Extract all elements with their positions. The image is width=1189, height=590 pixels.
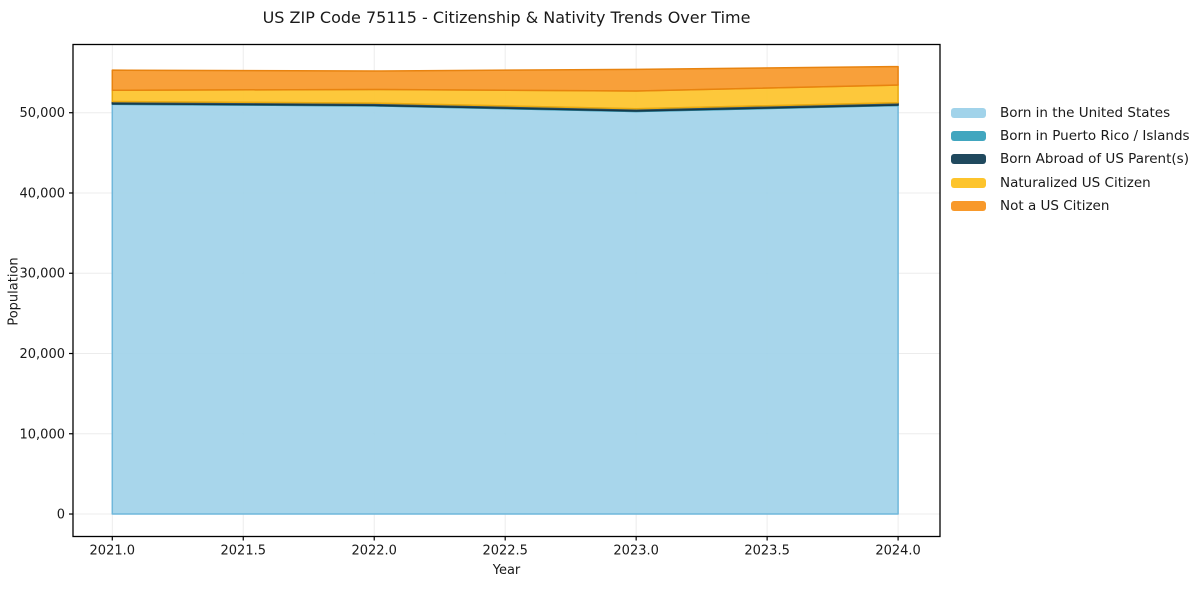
y-tick-label: 30,000 (20, 267, 66, 282)
x-tick-label: 2024.0 (875, 544, 921, 559)
area-series-4 (111, 65, 899, 92)
legend: Born in the United States Born in Puerto… (951, 101, 1189, 218)
y-tick-label: 0 (57, 508, 65, 523)
y-axis-label: Population (6, 257, 22, 326)
legend-label: Not a US Citizen (1000, 198, 1110, 215)
x-tick-label: 2022.5 (482, 544, 528, 559)
legend-label: Born in Puerto Rico / Islands (1000, 128, 1189, 145)
legend-swatch (951, 177, 986, 188)
legend-swatch (951, 131, 986, 142)
legend-label: Born in the United States (1000, 104, 1171, 121)
area-series-0 (111, 103, 899, 515)
legend-item: Born Abroad of US Parent(s) (951, 148, 1189, 171)
legend-item: Naturalized US Citizen (951, 171, 1189, 194)
legend-label: Born Abroad of US Parent(s) (1000, 151, 1189, 168)
legend-swatch (951, 107, 986, 118)
x-axis-label: Year (492, 563, 521, 578)
x-tick-label: 2023.5 (744, 544, 790, 559)
y-tick-label: 10,000 (20, 427, 66, 442)
x-tick-label: 2021.5 (221, 544, 267, 559)
x-tick-label: 2021.0 (90, 544, 136, 559)
y-tick-label: 20,000 (20, 347, 66, 362)
x-tick-label: 2023.0 (613, 544, 659, 559)
legend-swatch (951, 201, 986, 212)
x-tick-label: 2022.0 (351, 544, 397, 559)
legend-label: Naturalized US Citizen (1000, 174, 1151, 191)
y-tick-label: 40,000 (20, 186, 66, 201)
legend-item: Born in the United States (951, 101, 1189, 124)
chart-title: US ZIP Code 75115 - Citizenship & Nativi… (262, 8, 751, 27)
plot-frame (72, 43, 941, 538)
legend-swatch (951, 154, 986, 165)
legend-item: Not a US Citizen (951, 195, 1189, 218)
legend-item: Born in Puerto Rico / Islands (951, 124, 1189, 147)
y-tick-label: 50,000 (20, 106, 66, 121)
